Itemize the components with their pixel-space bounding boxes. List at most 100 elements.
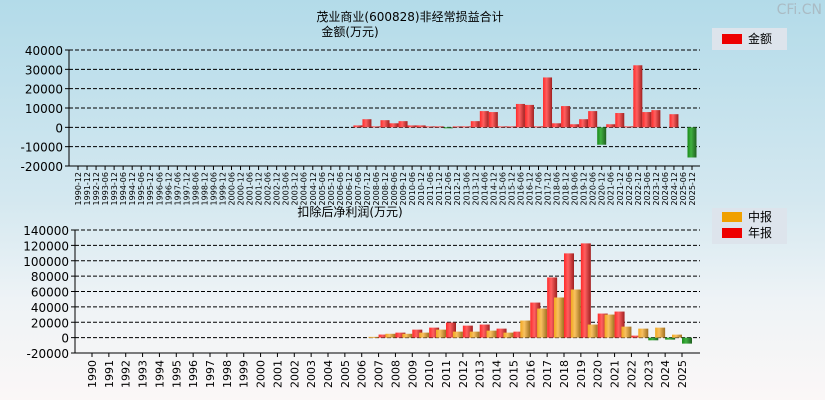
bar — [534, 126, 543, 128]
y-tick-label: 40000 — [31, 301, 69, 315]
bar — [452, 126, 462, 128]
x-tick-label: 2018-12 — [562, 172, 571, 205]
bar — [588, 111, 598, 128]
bar — [461, 126, 471, 128]
x-tick-label: 2002-12 — [273, 172, 282, 205]
x-tick-label: 1991-12 — [83, 172, 92, 205]
bar — [615, 113, 625, 128]
bar — [642, 112, 652, 128]
x-tick-label: 2009 — [406, 360, 419, 388]
bar-interim — [368, 336, 379, 338]
bar — [597, 127, 607, 145]
x-tick-label: 2015-12 — [507, 172, 516, 205]
x-tick-label: 2021-06 — [607, 172, 616, 205]
x-tick-label: 2025-06 — [679, 172, 688, 205]
x-tick-label: 2004 — [322, 360, 335, 388]
x-tick-label: 2004-06 — [300, 172, 309, 205]
chart2-title: 扣除后净利润(万元) — [297, 204, 402, 219]
bar-interim — [638, 328, 649, 338]
x-tick-label: 2022-12 — [634, 172, 643, 205]
x-tick-label: 2006-12 — [345, 172, 354, 205]
bar-interim — [621, 326, 632, 338]
x-tick-label: 2000-06 — [228, 172, 237, 205]
bar-annual — [648, 337, 659, 341]
bar — [434, 126, 444, 128]
x-tick-label: 1992 — [120, 360, 133, 388]
x-tick-label: 2002 — [288, 360, 301, 388]
bar — [479, 111, 489, 128]
x-tick-label: 2000 — [255, 360, 268, 388]
y-tick-label: 140000 — [23, 224, 69, 238]
x-tick-label: 2008 — [389, 360, 402, 388]
y-tick-label: 20000 — [31, 316, 69, 330]
x-tick-label: 1998-06 — [191, 172, 200, 205]
x-tick-label: 2010 — [423, 360, 436, 388]
y-tick-label: 0 — [55, 121, 63, 135]
bar-interim — [587, 324, 598, 338]
x-tick-label: 2006-06 — [336, 172, 345, 205]
bar-interim — [469, 331, 480, 338]
bar — [624, 126, 634, 128]
x-tick-label: 1992-12 — [92, 172, 101, 205]
x-tick-label: 2005-12 — [327, 172, 336, 205]
bar-annual — [479, 324, 490, 338]
bar — [443, 127, 453, 129]
bar — [579, 119, 589, 128]
legend-swatch-amount — [722, 34, 742, 44]
x-tick-label: 2012-06 — [444, 172, 453, 205]
x-tick-label: 2016 — [524, 360, 537, 388]
x-tick-label: 2017-06 — [535, 172, 544, 205]
x-tick-label: 2025-12 — [688, 172, 697, 205]
bar-interim — [520, 320, 531, 338]
bar — [552, 123, 562, 128]
x-tick-label: 2008-12 — [381, 172, 390, 205]
bar-annual — [580, 243, 591, 338]
bar-annual — [513, 331, 524, 338]
x-tick-label: 2022-06 — [625, 172, 634, 205]
x-tick-label: 2017-12 — [544, 172, 553, 205]
bar-annual — [496, 328, 507, 338]
bar-interim — [503, 332, 514, 338]
x-tick-label: 1998-12 — [200, 172, 209, 205]
bar-interim — [402, 333, 413, 338]
bar-annual — [446, 322, 456, 338]
x-tick-label: 1997-12 — [182, 172, 191, 205]
x-tick-label: 2009-12 — [399, 172, 408, 205]
y-tick-label: 120000 — [23, 239, 69, 253]
bar-annual — [547, 277, 558, 338]
watermark: CFi.CN — [777, 2, 822, 18]
bar-interim — [486, 330, 497, 338]
bar — [497, 126, 507, 128]
x-tick-label: 2018-06 — [553, 172, 562, 205]
bar — [651, 110, 661, 128]
x-tick-label: 2001-06 — [246, 172, 255, 205]
x-tick-label: 2007-12 — [363, 172, 372, 205]
legend-1: 金额 — [712, 28, 787, 50]
bar — [570, 124, 580, 128]
x-tick-label: 1996-12 — [164, 172, 173, 205]
legend-label-annual: 年报 — [748, 225, 772, 240]
x-tick-label: 2012-12 — [453, 172, 462, 205]
bar-annual — [429, 327, 440, 338]
x-tick-label: 2011-12 — [435, 172, 444, 205]
bar — [353, 125, 363, 128]
x-tick-label: 2003-12 — [291, 172, 300, 205]
bar — [398, 121, 408, 128]
legend-swatch-annual — [722, 228, 742, 238]
x-tick-label: 1990 — [86, 360, 99, 388]
x-tick-label: 2023-12 — [652, 172, 661, 205]
x-tick-label: 2010-06 — [408, 172, 417, 205]
x-tick-label: 2015 — [507, 360, 520, 388]
x-tick-label: 2022 — [625, 360, 638, 388]
y-tick-label: -20000 — [20, 160, 63, 174]
legend-label-interim: 中报 — [748, 209, 772, 224]
legend-swatch-interim — [722, 212, 742, 222]
bar — [380, 120, 390, 128]
x-tick-label: 2001-12 — [255, 172, 264, 205]
x-tick-label: 1999-06 — [209, 172, 218, 205]
x-tick-label: 2023 — [642, 360, 655, 388]
bar — [389, 123, 399, 128]
bar — [488, 112, 498, 128]
bar-interim — [655, 327, 666, 338]
x-tick-label: 2011 — [440, 360, 453, 388]
